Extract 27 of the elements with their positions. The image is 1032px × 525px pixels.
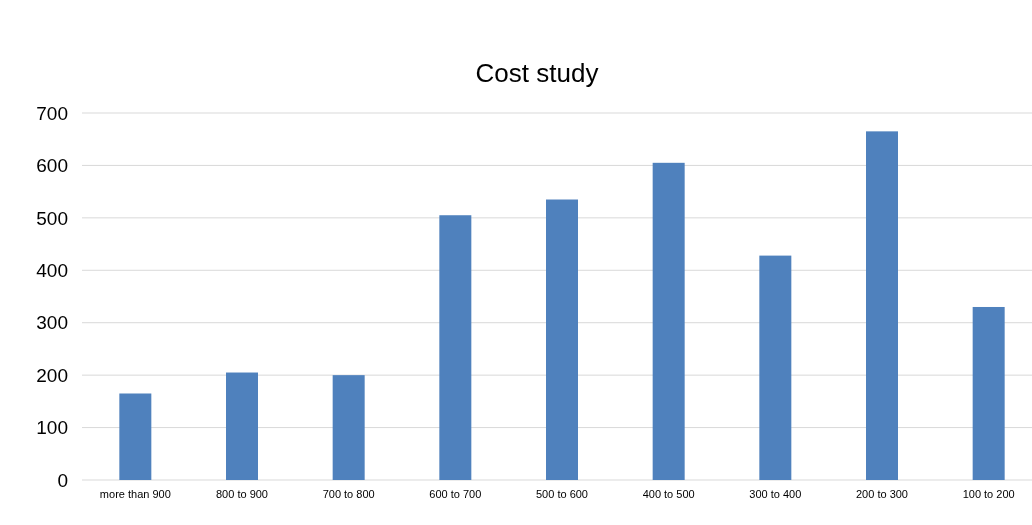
y-tick-label: 0 [57, 469, 68, 491]
y-tick-label: 100 [36, 417, 68, 439]
y-tick-label: 600 [36, 155, 68, 177]
x-tick-label: 800 to 900 [216, 488, 268, 500]
bar [972, 306, 1005, 480]
x-tick-label: 700 to 800 [322, 488, 375, 500]
x-tick-label: 600 to 700 [429, 488, 482, 500]
x-tick-label: 200 to 300 [856, 488, 908, 500]
bar [332, 375, 365, 480]
bar [119, 393, 152, 480]
bar [866, 131, 898, 480]
x-tick-label: 500 to 600 [536, 488, 588, 500]
y-tick-label: 200 [36, 364, 68, 386]
y-tick-label: 500 [36, 207, 68, 229]
bar [759, 255, 792, 480]
y-tick-label: 400 [36, 259, 68, 281]
bar [226, 372, 258, 480]
bar [546, 199, 578, 480]
chart-title: Cost study [475, 58, 599, 88]
y-tick-label: 700 [36, 102, 68, 124]
x-tick-label: 300 to 400 [749, 488, 802, 500]
x-tick-label: more than 900 [99, 488, 171, 500]
bar [652, 162, 685, 480]
y-tick-label: 300 [36, 312, 68, 334]
x-tick-label: 400 to 500 [642, 488, 695, 500]
bar [439, 215, 472, 480]
x-tick-label: 100 to 200 [962, 488, 1015, 500]
